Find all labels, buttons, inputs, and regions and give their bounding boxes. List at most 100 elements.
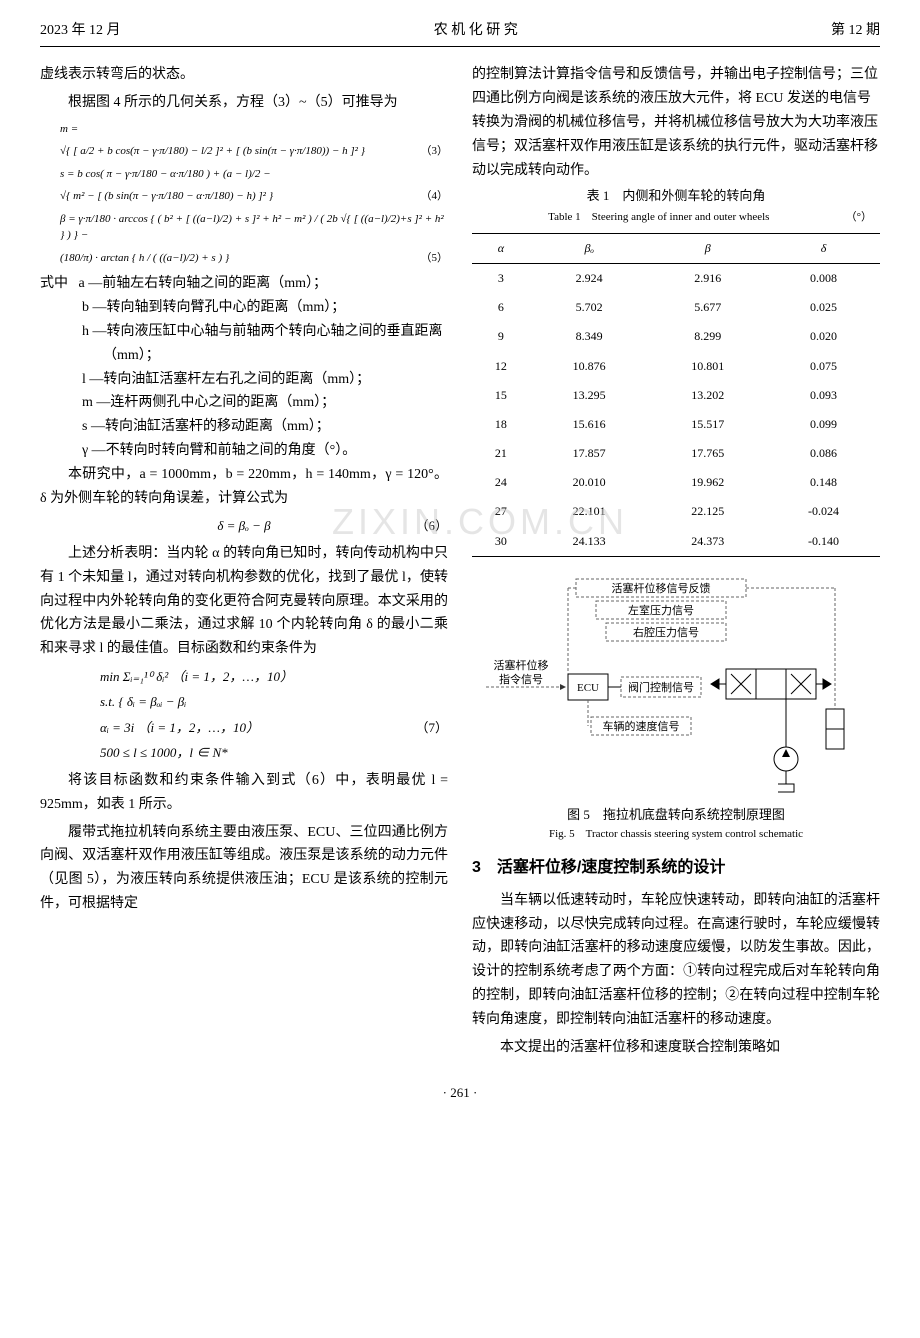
right-column: 的控制算法计算指令信号和反馈信号，并输出电子控制信号；三位四通比例方向阀是该系统… — [472, 63, 880, 1063]
para-optimal-l: 将该目标函数和约束条件输入到式（6）中，表明最优 l = 925mm，如表 1 … — [40, 769, 448, 817]
lbl-left-pressure: 左室压力信号 — [628, 603, 694, 617]
arrow-cmd — [560, 684, 566, 690]
table-cell: 6 — [472, 293, 530, 322]
table-cell: 19.962 — [648, 468, 767, 497]
fig5-caption-cn: 图 5 拖拉机底盘转向系统控制原理图 — [472, 805, 880, 826]
table-row: 65.7025.6770.025 — [472, 293, 880, 322]
eq-m: m = — [40, 121, 448, 138]
table-cell: 13.202 — [648, 381, 767, 410]
table-row: 3024.13324.373-0.140 — [472, 527, 880, 557]
where-h: h —转向液压缸中心轴与前轴两个转向心轴之间的垂直距离（mm）； — [61, 320, 448, 368]
table1-caption-en-text: Table 1 Steering angle of inner and oute… — [548, 211, 769, 223]
equation-3: √{ [ a/2 + b cos(π − γ·π/180) − l/2 ]² +… — [40, 143, 448, 160]
table-cell: 0.148 — [767, 468, 880, 497]
where-lead: 式中 a —前轴左右转向轴之间的距离（mm）； — [40, 272, 448, 296]
table-cell: 0.008 — [767, 263, 880, 293]
lbl-cmd2: 指令信号 — [499, 672, 543, 686]
page-header: 2023 年 12 月 农 机 化 研 究 第 12 期 — [40, 20, 880, 47]
para-dashed-state: 虚线表示转弯后的状态。 — [40, 63, 448, 87]
table-cell: 10.876 — [530, 352, 649, 381]
lbl-valve: 阀门控制信号 — [628, 680, 694, 694]
col-beta-o: βₒ — [530, 233, 649, 263]
lbl-feedback: 活塞杆位移信号反馈 — [612, 581, 711, 595]
table-row: 98.3498.2990.020 — [472, 322, 880, 351]
table-cell: 24 — [472, 468, 530, 497]
table-cell: 2.916 — [648, 263, 767, 293]
table-cell: 15.517 — [648, 410, 767, 439]
table1-caption-cn: 表 1 内侧和外侧车轮的转向角 — [472, 186, 880, 207]
table-cell: 27 — [472, 497, 530, 526]
table-cell: 15 — [472, 381, 530, 410]
table-steering-angles: α βₒ β δ 32.9242.9160.00865.7025.6770.02… — [472, 233, 880, 557]
table-cell: 8.299 — [648, 322, 767, 351]
eq6-num: （6） — [415, 516, 448, 536]
where-m: m —连杆两侧孔中心之间的距离（mm）； — [61, 391, 448, 415]
table-cell: 0.075 — [767, 352, 880, 381]
equation-7a: min Σᵢ₌₁¹⁰ δᵢ² （i = 1，2，…，10） — [40, 667, 448, 687]
equation-5a: β = γ·π/180 · arccos { ( b² + [ ((a−l)/2… — [40, 211, 448, 244]
table-cell: 17.765 — [648, 439, 767, 468]
lbl-right-pressure: 右腔压力信号 — [633, 625, 699, 639]
table-row: 2420.01019.9620.148 — [472, 468, 880, 497]
eq5-num: （5） — [421, 250, 449, 267]
equation-7c: αᵢ = 3i （i = 1，2，…，10） （7） — [40, 718, 448, 738]
equation-5b: (180/π) · arctan { h / ( ((a−l)/2) + s )… — [40, 250, 448, 267]
para-analysis: 上述分析表明：当内轮 α 的转向角已知时，转向传动机构中只有 1 个未知量 l，… — [40, 542, 448, 661]
table-row: 1210.87610.8010.075 — [472, 352, 880, 381]
eq4-body: √{ m² − [ (b sin(π − γ·π/180 − α·π/180) … — [60, 190, 273, 202]
para-control-algo: 的控制算法计算指令信号和反馈信号，并输出电子控制信号；三位四通比例方向阀是该系统… — [472, 63, 880, 182]
fig5-caption-en: Fig. 5 Tractor chassis steering system c… — [472, 826, 880, 844]
equation-7d: 500 ≤ l ≤ 1000，l ∈ N* — [40, 743, 448, 763]
equation-4b: √{ m² − [ (b sin(π − γ·π/180 − α·π/180) … — [40, 188, 448, 205]
where-gamma: γ —不转向时转向臂和前轴之间的角度（°）。 — [61, 439, 448, 463]
table-cell: 20.010 — [530, 468, 649, 497]
table-cell: 0.099 — [767, 410, 880, 439]
eq6-body: δ = βₒ − β — [217, 518, 270, 533]
eq3-num: （3） — [421, 143, 449, 160]
para-system-composition: 履带式拖拉机转向系统主要由液压泵、ECU、三位四通比例方向阀、双活塞杆双作用液压… — [40, 821, 448, 916]
eq5-body: (180/π) · arctan { h / ( ((a−l)/2) + s )… — [60, 252, 229, 264]
table-cell: 5.702 — [530, 293, 649, 322]
table-header-row: α βₒ β δ — [472, 233, 880, 263]
table-cell: 22.125 — [648, 497, 767, 526]
equation-6: δ = βₒ − β （6） — [40, 516, 448, 536]
table-cell: 21 — [472, 439, 530, 468]
table-cell: 2.924 — [530, 263, 649, 293]
left-column: 虚线表示转弯后的状态。 根据图 4 所示的几何关系，方程（3）~（5）可推导为 … — [40, 63, 448, 1063]
equation-4a: s = b cos( π − γ·π/180 − α·π/180 ) + (a … — [40, 166, 448, 183]
valve-solenoid-right — [816, 679, 831, 689]
table-cell: 22.101 — [530, 497, 649, 526]
table-cell: 10.801 — [648, 352, 767, 381]
valve-solenoid-left — [711, 679, 726, 689]
table-cell: 0.093 — [767, 381, 880, 410]
para-derive: 根据图 4 所示的几何关系，方程（3）~（5）可推导为 — [40, 91, 448, 115]
where-a: a —前轴左右转向轴之间的距离（mm）； — [79, 276, 328, 291]
eq7-num: （7） — [415, 718, 448, 738]
where-b: b —转向轴到转向臂孔中心的距离（mm）； — [61, 296, 448, 320]
lbl-cmd1: 活塞杆位移 — [494, 658, 549, 672]
table-cell: 24.133 — [530, 527, 649, 557]
table-cell: 17.857 — [530, 439, 649, 468]
table-row: 32.9242.9160.008 — [472, 263, 880, 293]
where-s: s —转向油缸活塞杆的移动距离（mm）； — [61, 415, 448, 439]
table-cell: -0.140 — [767, 527, 880, 557]
table-cell: 30 — [472, 527, 530, 557]
table1-unit: （°） — [846, 209, 872, 227]
header-date: 2023 年 12 月 — [40, 20, 121, 42]
eq4-num: （4） — [421, 188, 449, 205]
col-beta: β — [648, 233, 767, 263]
table-cell: 5.677 — [648, 293, 767, 322]
table-cell: 0.086 — [767, 439, 880, 468]
where-label: 式中 — [40, 276, 68, 291]
two-column-layout: 虚线表示转弯后的状态。 根据图 4 所示的几何关系，方程（3）~（5）可推导为 … — [40, 63, 880, 1063]
eq7c-body: αᵢ = 3i （i = 1，2，…，10） — [100, 720, 259, 735]
header-issue: 第 12 期 — [831, 20, 880, 42]
fig5-schematic: 活塞杆位移信号反馈 左室压力信号 右腔压力信号 活塞杆位移 指令信号 ECU 阀… — [486, 569, 866, 799]
table-cell: 9 — [472, 322, 530, 351]
pump-arrow — [782, 749, 790, 757]
table-cell: 18 — [472, 410, 530, 439]
section-3-title: 3 活塞杆位移/速度控制系统的设计 — [472, 855, 880, 881]
lbl-speed: 车辆的速度信号 — [603, 719, 680, 733]
table-row: 1815.61615.5170.099 — [472, 410, 880, 439]
table-cell: 13.295 — [530, 381, 649, 410]
